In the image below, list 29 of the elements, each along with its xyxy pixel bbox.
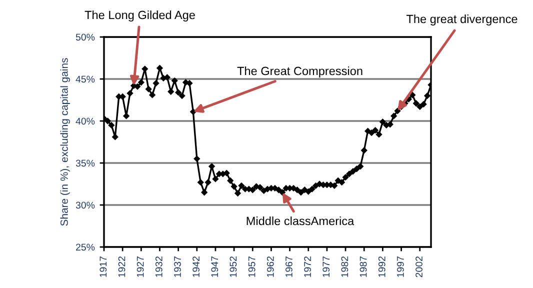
annotation: The Great Compression <box>237 66 362 78</box>
y-tick-label: 45% <box>76 76 95 83</box>
y-tick-label: 50% <box>76 34 95 41</box>
x-tick-label: 1927 <box>136 256 144 277</box>
x-tick-label: 1987 <box>360 256 367 277</box>
x-tick-label: 1937 <box>174 256 181 277</box>
x-tick-label: 1997 <box>397 256 404 277</box>
x-tick-label: 1922 <box>118 256 126 277</box>
x-tick-label: 2002 <box>416 256 422 278</box>
x-tick-label: 1947 <box>211 256 218 277</box>
x-tick-label: 1952 <box>230 256 237 277</box>
x-tick-label: 1992 <box>378 256 386 277</box>
y-axis-title: Share (in %), excluding capital gains <box>60 58 70 226</box>
x-tick-label: 1972 <box>304 256 311 277</box>
x-tick-label: 1962 <box>266 256 274 277</box>
y-tick-label: 40% <box>76 118 95 125</box>
annotation: The Long Gilded Age <box>84 10 195 22</box>
x-tick-label: 1967 <box>286 256 292 277</box>
x-tick-label: 1957 <box>248 256 256 277</box>
annotation: Middle classAmerica <box>246 216 354 226</box>
y-tick-label: 25% <box>76 244 95 251</box>
x-tick-label: 1942 <box>192 256 200 277</box>
x-tick-label: 1917 <box>100 256 107 277</box>
x-tick-label: 1977 <box>322 256 330 277</box>
y-tick-label: 30% <box>76 202 95 209</box>
x-tick-label: 1932 <box>155 256 162 277</box>
x-tick-label: 1982 <box>341 256 348 277</box>
annotation: The great divergence <box>406 14 518 26</box>
y-tick-label: 35% <box>76 160 95 167</box>
